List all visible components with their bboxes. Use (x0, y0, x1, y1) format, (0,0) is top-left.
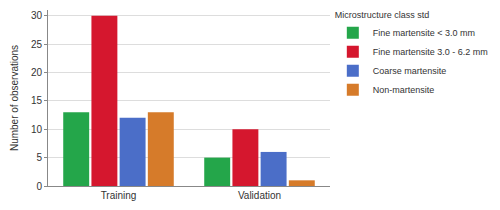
svg-text:Fine martensite < 3.0 mm: Fine martensite < 3.0 mm (373, 28, 475, 38)
svg-text:15: 15 (31, 95, 43, 106)
svg-text:20: 20 (31, 67, 43, 78)
svg-text:Non-martensite: Non-martensite (373, 85, 435, 95)
svg-text:Number of observations: Number of observations (9, 45, 20, 151)
svg-text:10: 10 (31, 124, 43, 135)
svg-text:5: 5 (36, 152, 42, 163)
svg-text:0: 0 (36, 181, 42, 192)
svg-text:Fine martensite 3.0 - 6.2 mm: Fine martensite 3.0 - 6.2 mm (373, 47, 488, 57)
svg-text:Validation: Validation (238, 190, 281, 201)
svg-text:Microstructure class std: Microstructure class std (335, 10, 430, 20)
svg-text:25: 25 (31, 39, 43, 50)
svg-text:30: 30 (31, 10, 43, 21)
svg-text:Coarse martensite: Coarse martensite (373, 66, 447, 76)
svg-text:Training: Training (101, 190, 137, 201)
